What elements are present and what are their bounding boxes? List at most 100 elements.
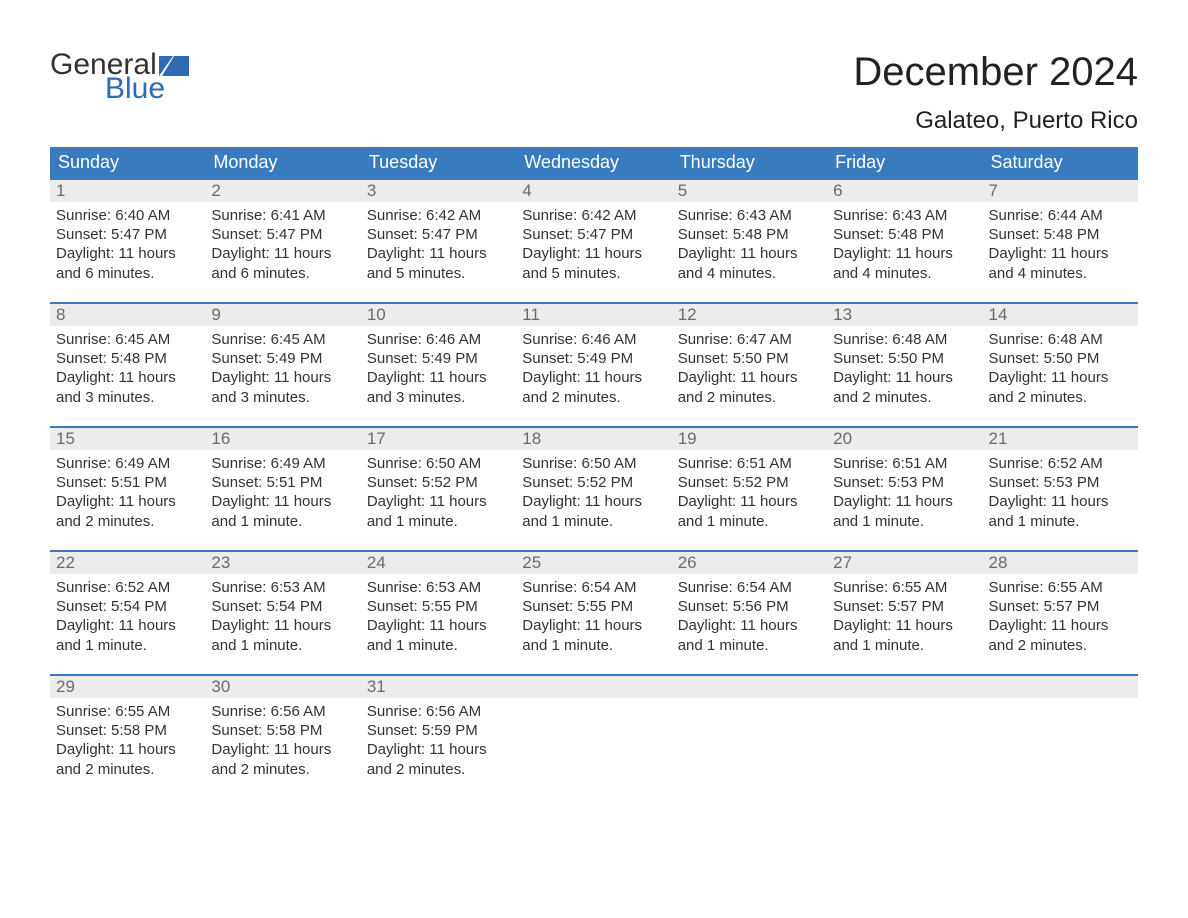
day-number: 19: [672, 428, 827, 450]
day-number: 15: [50, 428, 205, 450]
day-content: Sunrise: 6:50 AMSunset: 5:52 PMDaylight:…: [361, 450, 516, 537]
sunrise-text: Sunrise: 6:56 AM: [367, 702, 510, 721]
daylight-text: Daylight: 11 hours and 5 minutes.: [522, 244, 665, 282]
weekday-header: Saturday: [983, 147, 1138, 179]
day-number: 22: [50, 552, 205, 574]
day-content: Sunrise: 6:49 AMSunset: 5:51 PMDaylight:…: [50, 450, 205, 537]
calendar-day-cell: 31Sunrise: 6:56 AMSunset: 5:59 PMDayligh…: [361, 675, 516, 799]
day-number: 27: [827, 552, 982, 574]
day-number: 6: [827, 180, 982, 202]
daylight-text: Daylight: 11 hours and 2 minutes.: [678, 368, 821, 406]
day-content: Sunrise: 6:52 AMSunset: 5:53 PMDaylight:…: [983, 450, 1138, 537]
sunrise-text: Sunrise: 6:48 AM: [989, 330, 1132, 349]
calendar-day-cell: 9Sunrise: 6:45 AMSunset: 5:49 PMDaylight…: [205, 303, 360, 427]
daylight-text: Daylight: 11 hours and 1 minute.: [678, 492, 821, 530]
day-number: 2: [205, 180, 360, 202]
day-content: Sunrise: 6:41 AMSunset: 5:47 PMDaylight:…: [205, 202, 360, 289]
calendar-day-cell: 8Sunrise: 6:45 AMSunset: 5:48 PMDaylight…: [50, 303, 205, 427]
sunset-text: Sunset: 5:55 PM: [367, 597, 510, 616]
calendar-day-cell: 24Sunrise: 6:53 AMSunset: 5:55 PMDayligh…: [361, 551, 516, 675]
sunrise-text: Sunrise: 6:44 AM: [989, 206, 1132, 225]
daylight-text: Daylight: 11 hours and 4 minutes.: [833, 244, 976, 282]
day-number: 9: [205, 304, 360, 326]
sunset-text: Sunset: 5:58 PM: [56, 721, 199, 740]
weekday-header: Monday: [205, 147, 360, 179]
calendar-day-cell: 22Sunrise: 6:52 AMSunset: 5:54 PMDayligh…: [50, 551, 205, 675]
weekday-header: Thursday: [672, 147, 827, 179]
day-number-empty: [983, 676, 1138, 698]
logo: General Blue: [50, 50, 189, 104]
calendar-day-cell: 20Sunrise: 6:51 AMSunset: 5:53 PMDayligh…: [827, 427, 982, 551]
calendar-day-cell: 18 Sunrise: 6:50 AMSunset: 5:52 PMDayligh…: [516, 427, 671, 551]
day-content: Sunrise: 6:56 AMSunset: 5:59 PMDaylight:…: [361, 698, 516, 785]
sunset-text: Sunset: 5:56 PM: [678, 597, 821, 616]
location: Galateo, Puerto Rico: [853, 107, 1138, 135]
sunset-text: Sunset: 5:55 PM: [522, 597, 665, 616]
sunrise-text: Sunrise: 6:55 AM: [989, 578, 1132, 597]
calendar-day-cell: 2Sunrise: 6:41 AMSunset: 5:47 PMDaylight…: [205, 179, 360, 303]
day-number: 20: [827, 428, 982, 450]
daylight-text: Daylight: 11 hours and 3 minutes.: [367, 368, 510, 406]
daylight-text: Daylight: 11 hours and 1 minute.: [56, 616, 199, 654]
sunset-text: Sunset: 5:52 PM: [522, 473, 665, 492]
daylight-text: Daylight: 11 hours and 1 minute.: [211, 616, 354, 654]
daylight-text: Daylight: 11 hours and 5 minutes.: [367, 244, 510, 282]
sunrise-text: Sunrise: 6:50 AM: [522, 454, 665, 473]
day-content: Sunrise: 6:55 AMSunset: 5:57 PMDaylight:…: [983, 574, 1138, 661]
calendar-day-cell: 11Sunrise: 6:46 AMSunset: 5:49 PMDayligh…: [516, 303, 671, 427]
day-number: 4: [516, 180, 671, 202]
weekday-header-row: Sunday Monday Tuesday Wednesday Thursday…: [50, 147, 1138, 179]
sunrise-text: Sunrise: 6:42 AM: [367, 206, 510, 225]
sunrise-text: Sunrise: 6:52 AM: [56, 578, 199, 597]
day-content: Sunrise: 6:42 AMSunset: 5:47 PMDaylight:…: [361, 202, 516, 289]
day-number: 11: [516, 304, 671, 326]
day-number-empty: [672, 676, 827, 698]
sunset-text: Sunset: 5:48 PM: [833, 225, 976, 244]
sunrise-text: Sunrise: 6:48 AM: [833, 330, 976, 349]
daylight-text: Daylight: 11 hours and 1 minute.: [367, 492, 510, 530]
daylight-text: Daylight: 11 hours and 6 minutes.: [211, 244, 354, 282]
day-content: Sunrise: 6:48 AMSunset: 5:50 PMDaylight:…: [827, 326, 982, 413]
calendar-week-row: 15Sunrise: 6:49 AMSunset: 5:51 PMDayligh…: [50, 427, 1138, 551]
day-number: 23: [205, 552, 360, 574]
day-number: 13: [827, 304, 982, 326]
calendar-day-cell: 13Sunrise: 6:48 AMSunset: 5:50 PMDayligh…: [827, 303, 982, 427]
daylight-text: Daylight: 11 hours and 1 minute.: [833, 616, 976, 654]
daylight-text: Daylight: 11 hours and 1 minute.: [367, 616, 510, 654]
day-number: 18: [516, 428, 671, 450]
sunrise-text: Sunrise: 6:54 AM: [522, 578, 665, 597]
sunset-text: Sunset: 5:57 PM: [989, 597, 1132, 616]
sunset-text: Sunset: 5:48 PM: [989, 225, 1132, 244]
calendar-day-cell: [983, 675, 1138, 799]
day-number: 7: [983, 180, 1138, 202]
calendar-day-cell: 10Sunrise: 6:46 AMSunset: 5:49 PMDayligh…: [361, 303, 516, 427]
day-content: Sunrise: 6:47 AMSunset: 5:50 PMDaylight:…: [672, 326, 827, 413]
day-number: 1: [50, 180, 205, 202]
sunrise-text: Sunrise: 6:53 AM: [211, 578, 354, 597]
calendar-day-cell: 29 Sunrise: 6:55 AMSunset: 5:58 PMDayligh…: [50, 675, 205, 799]
sunrise-text: Sunrise: 6:54 AM: [678, 578, 821, 597]
sunset-text: Sunset: 5:57 PM: [833, 597, 976, 616]
day-content: Sunrise: 6:51 AMSunset: 5:52 PMDaylight:…: [672, 450, 827, 537]
sunrise-text: Sunrise: 6:42 AM: [522, 206, 665, 225]
sunset-text: Sunset: 5:53 PM: [833, 473, 976, 492]
sunset-text: Sunset: 5:59 PM: [367, 721, 510, 740]
day-content: Sunrise: 6:49 AMSunset: 5:51 PMDaylight:…: [205, 450, 360, 537]
day-content: Sunrise: 6:44 AMSunset: 5:48 PMDaylight:…: [983, 202, 1138, 289]
sunrise-text: Sunrise: 6:51 AM: [833, 454, 976, 473]
daylight-text: Daylight: 11 hours and 2 minutes.: [56, 740, 199, 778]
daylight-text: Daylight: 11 hours and 1 minute.: [522, 492, 665, 530]
calendar-day-cell: 16Sunrise: 6:49 AMSunset: 5:51 PMDayligh…: [205, 427, 360, 551]
sunrise-text: Sunrise: 6:53 AM: [367, 578, 510, 597]
calendar-day-cell: 19Sunrise: 6:51 AMSunset: 5:52 PMDayligh…: [672, 427, 827, 551]
calendar-table: Sunday Monday Tuesday Wednesday Thursday…: [50, 147, 1138, 799]
calendar-day-cell: 5Sunrise: 6:43 AMSunset: 5:48 PMDaylight…: [672, 179, 827, 303]
sunrise-text: Sunrise: 6:52 AM: [989, 454, 1132, 473]
calendar-day-cell: [672, 675, 827, 799]
sunrise-text: Sunrise: 6:55 AM: [56, 702, 199, 721]
day-number-empty: [827, 676, 982, 698]
day-number: 29: [50, 676, 205, 698]
sunset-text: Sunset: 5:58 PM: [211, 721, 354, 740]
calendar-day-cell: 12Sunrise: 6:47 AMSunset: 5:50 PMDayligh…: [672, 303, 827, 427]
sunrise-text: Sunrise: 6:43 AM: [678, 206, 821, 225]
